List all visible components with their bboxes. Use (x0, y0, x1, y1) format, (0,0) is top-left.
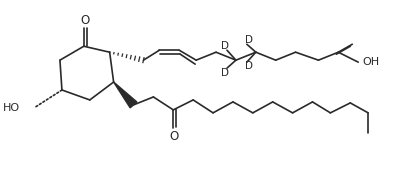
Text: D: D (221, 68, 229, 78)
Text: D: D (245, 35, 253, 45)
Text: O: O (170, 130, 179, 143)
Polygon shape (114, 82, 137, 108)
Text: D: D (245, 61, 253, 71)
Text: D: D (221, 41, 229, 51)
Text: OH: OH (362, 57, 379, 67)
Text: HO: HO (3, 103, 20, 113)
Text: O: O (80, 14, 89, 27)
